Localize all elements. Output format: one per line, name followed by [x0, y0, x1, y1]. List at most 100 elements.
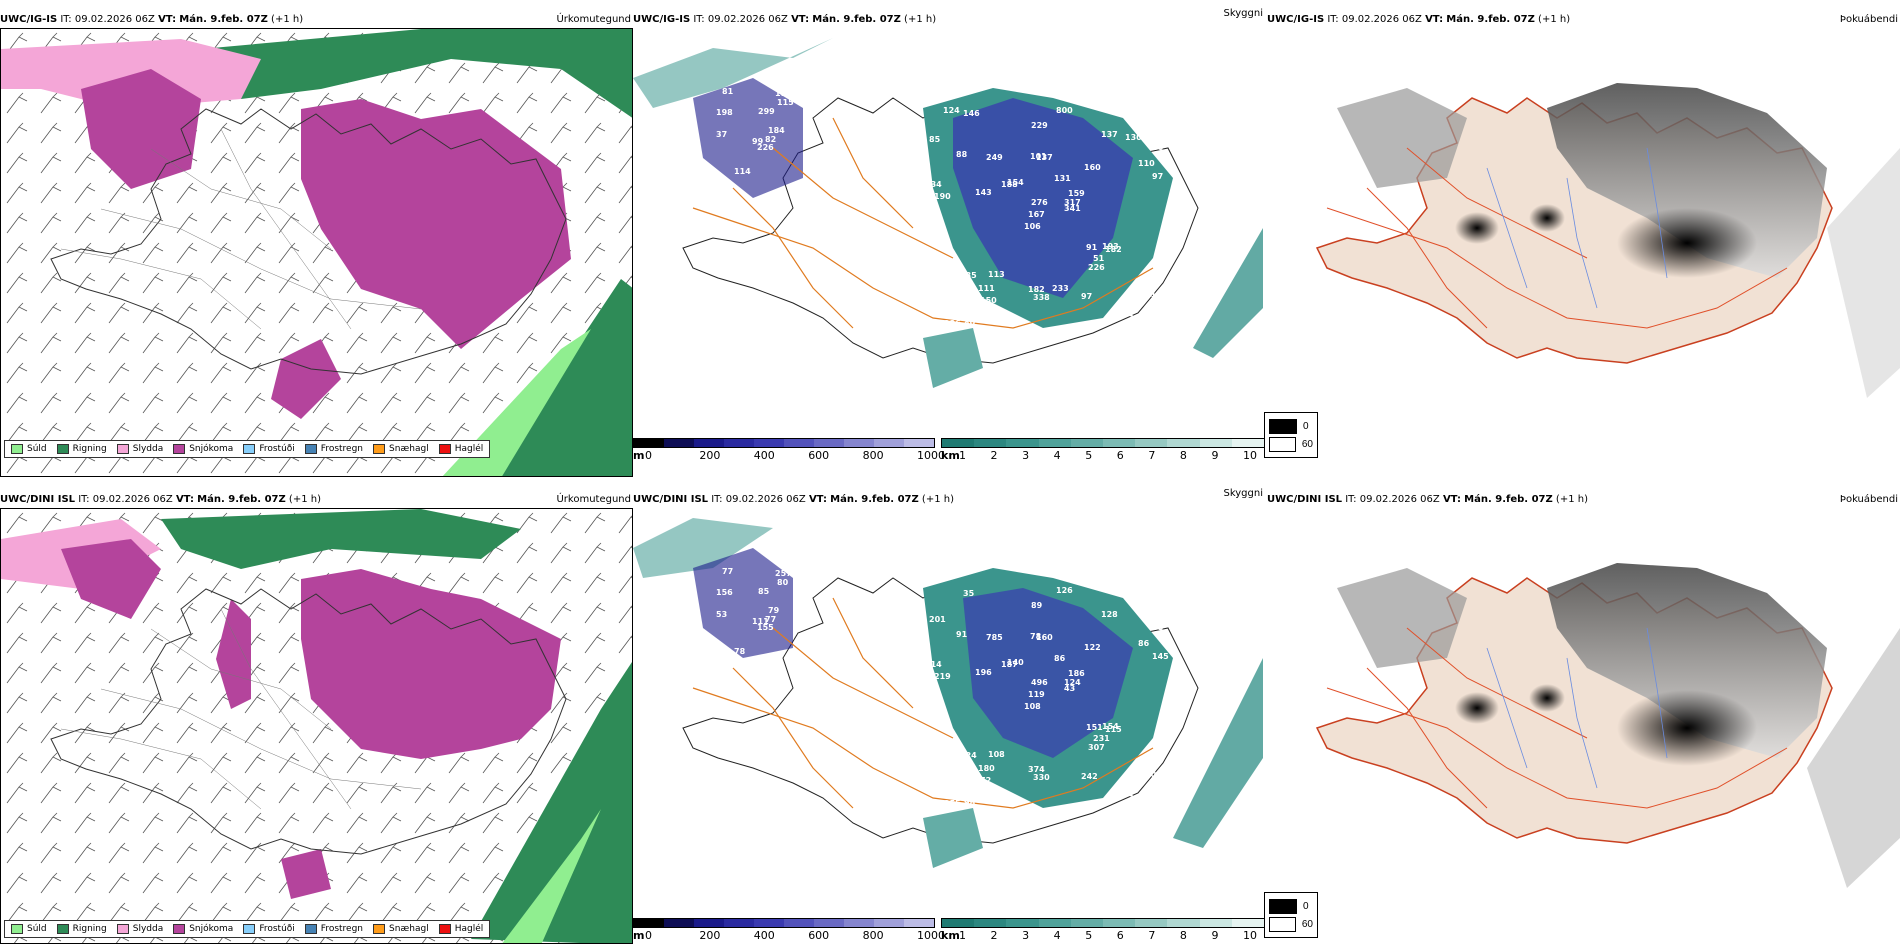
fog-legend-1: 0 60	[1264, 412, 1318, 458]
fog-dark-core	[1617, 208, 1757, 278]
colorbar-tick: 9	[1211, 449, 1219, 462]
elevation-label: 193	[1102, 242, 1119, 251]
colorbar-segment	[942, 919, 975, 927]
vis-map-svg: 155 156 111 335 79 78 257 85 80 77 77 36 53 68 108 122 9…	[633, 518, 1263, 868]
legend-swatch	[243, 444, 256, 454]
elevation-label: 214	[925, 660, 942, 669]
colorbar-segment	[844, 919, 874, 927]
colorbar-segment	[1070, 439, 1104, 447]
elevation-label: 140	[1007, 658, 1024, 667]
elevation-label: 186	[1068, 669, 1085, 678]
fog-high-ne	[1547, 563, 1827, 758]
colorbar-segment	[1006, 439, 1039, 447]
elev-nw	[693, 548, 793, 658]
fog-panel-2: UWC/DINI ISL IT: 09.02.2026 06Z VT: Mán.…	[1267, 494, 1900, 944]
fog-dark-mid	[1529, 684, 1565, 712]
fog-legend-2: 0 60	[1264, 892, 1318, 938]
legend-swatch	[173, 924, 186, 934]
colorbar-tick: 3	[1022, 929, 1030, 942]
fog-band-nw	[633, 38, 833, 108]
colorbar-segment	[634, 439, 664, 447]
elevation-label: 80	[964, 318, 976, 327]
elevation-label: 159	[1068, 189, 1085, 198]
colorbar-tick: 1	[959, 449, 966, 462]
fog-dark-mid	[1529, 204, 1565, 232]
colorbar-segment	[974, 439, 1007, 447]
drizzle-band-se	[442, 329, 591, 476]
elevation-label: 97	[1152, 172, 1163, 181]
elevation-label: 154	[1102, 722, 1119, 731]
elevation-label: 85	[929, 135, 941, 144]
elevation-unit: m	[633, 449, 645, 462]
fog-title: Þokuábendi	[1839, 14, 1898, 25]
colorbar-segment	[1038, 919, 1071, 927]
elevation-label: 226	[757, 143, 774, 152]
fog-roads	[1326, 627, 1788, 809]
precip-map[interactable]	[0, 28, 633, 477]
colorbar-segment	[1103, 919, 1136, 927]
legend-item: Frostregn	[304, 924, 363, 934]
elevation-label: 91	[1086, 243, 1098, 252]
fog-band-se	[1193, 228, 1263, 358]
visibility-unit: km	[941, 929, 960, 942]
legend-item: Slydda	[116, 924, 163, 934]
elevation-label: 80	[777, 578, 789, 587]
colorbar-tick: 6	[1116, 929, 1124, 942]
elevation-label: 82	[765, 135, 776, 144]
fog-legend-swatch	[1269, 418, 1297, 434]
elevation-label: 43	[1064, 684, 1075, 693]
vis-map[interactable]: 226 198 99 407 184 114 113 299 115 82 81 98 37 86 106 1…	[633, 28, 1263, 438]
elevation-label: 160	[1036, 633, 1053, 642]
precip-legend: Súld Rigning Slydda Snjókoma Frostúði Fr…	[4, 920, 491, 938]
elevation-label: 146	[963, 109, 980, 118]
elevation-label: 238	[987, 791, 1004, 800]
elevation-label: 53	[716, 610, 727, 619]
elevation-label: 86	[1152, 143, 1164, 152]
colorbar-tick: 200	[699, 929, 721, 942]
elevation-label: 257	[775, 569, 792, 578]
elevation-label: 219	[934, 672, 951, 681]
colorbar-segment	[694, 439, 724, 447]
elevation-label: 124	[960, 751, 977, 760]
fog-map[interactable]	[1267, 508, 1900, 918]
elevation-label: 108	[988, 750, 1005, 759]
vis-title: Skyggni	[1223, 488, 1263, 499]
elevation-label: 135	[960, 271, 977, 280]
colorbar-tick: 400	[753, 449, 775, 462]
colorbar-tick: 0	[645, 929, 652, 942]
colorbar-segment	[1135, 439, 1168, 447]
elevation-label: 234	[925, 180, 942, 189]
elevation-label: 190	[934, 192, 951, 201]
colorbar-tick: 1	[959, 929, 966, 942]
fog-dark-core	[1617, 690, 1757, 766]
elevation-label: 496	[1031, 678, 1048, 687]
colorbar-segment	[1199, 919, 1232, 927]
vis-map[interactable]: 155 156 111 335 79 78 257 85 80 77 77 36 53 68 108 122 9…	[633, 508, 1263, 918]
precip-map[interactable]	[0, 508, 633, 944]
fog-high-nw	[1337, 568, 1467, 668]
elevation-label: 111	[978, 284, 995, 293]
elevation-label: 77	[765, 615, 776, 624]
snow-area-nw	[81, 69, 201, 189]
elevation-label: 86	[1054, 654, 1066, 663]
elevation-label: 98	[806, 188, 818, 197]
elevation-label: 236	[944, 319, 961, 328]
elevation-label: 125	[953, 276, 970, 285]
legend-swatch	[11, 924, 23, 934]
colorbar-tick: 600	[808, 449, 830, 462]
rain-band-se	[471, 662, 632, 943]
elevation-label: 198	[716, 108, 733, 117]
elevation-label: 78	[1030, 632, 1042, 641]
colorbar-segment	[634, 919, 664, 927]
colorbar-tick: 10	[1243, 449, 1257, 462]
colorbar-segment	[1167, 919, 1200, 927]
colorbar-tick: 400	[753, 929, 775, 942]
snow-area-s	[271, 339, 341, 419]
fog-panel-1: UWC/IG-IS IT: 09.02.2026 06Z VT: Mán. 9.…	[1267, 14, 1900, 464]
fog-map[interactable]	[1267, 28, 1900, 438]
fog-title: Þokuábendi	[1839, 494, 1898, 505]
colorbar-segment	[1103, 439, 1136, 447]
elevation-label: 164	[942, 785, 959, 794]
colorbar-segment	[904, 439, 934, 447]
colorbar-segment	[874, 439, 904, 447]
